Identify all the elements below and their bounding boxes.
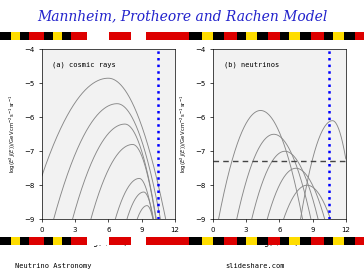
Text: slideshare.com: slideshare.com	[226, 262, 285, 269]
Y-axis label: $\log(E^2\,J(E))/\,\mathrm{GeV\,cm^{-2}\,s^{-1}\,sr^{-1}}$: $\log(E^2\,J(E))/\,\mathrm{GeV\,cm^{-2}\…	[8, 95, 18, 173]
X-axis label: log(E/GeV): log(E/GeV)	[259, 238, 300, 247]
Y-axis label: $\log(E^2\,J(E))/\,\mathrm{GeV\,cm^{-2}\,s^{-1}\,sr^{-1}}$: $\log(E^2\,J(E))/\,\mathrm{GeV\,cm^{-2}\…	[179, 95, 189, 173]
Text: (b) neutrinos: (b) neutrinos	[223, 61, 279, 68]
Text: (a) cosmic rays: (a) cosmic rays	[52, 61, 116, 68]
X-axis label: log(E/GeV): log(E/GeV)	[88, 238, 129, 247]
Text: Neutrino Astronomy: Neutrino Astronomy	[15, 262, 91, 269]
Text: Mannheim, Protheore and Rachen Model: Mannheim, Protheore and Rachen Model	[37, 10, 327, 24]
